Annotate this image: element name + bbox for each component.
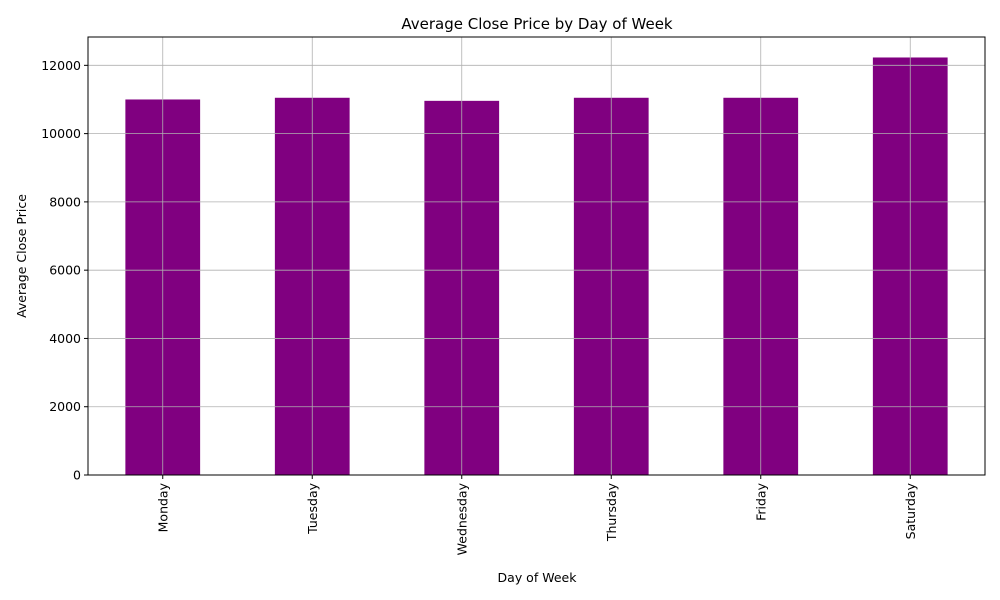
bars <box>125 57 948 476</box>
y-tick-label: 6000 <box>49 263 81 278</box>
y-tick-label: 2000 <box>49 399 81 414</box>
x-axis-label: Day of Week <box>498 570 578 585</box>
y-tick-label: 4000 <box>49 331 81 346</box>
x-tick-label: Tuesday <box>305 482 320 534</box>
grid-lines <box>88 37 985 476</box>
y-axis-ticks: 0 2000 4000 6000 8000 10000 12000 <box>41 58 88 483</box>
chart-title: Average Close Price by Day of Week <box>401 15 673 33</box>
x-tick-label: Saturday <box>903 482 918 539</box>
y-tick-label: 8000 <box>49 194 81 209</box>
x-tick-label: Monday <box>155 482 170 532</box>
y-tick-label: 10000 <box>41 126 81 141</box>
y-tick-label: 12000 <box>41 58 81 73</box>
axes <box>87 36 986 476</box>
x-tick-label: Thursday <box>604 482 619 542</box>
x-tick-label: Friday <box>753 482 768 520</box>
x-axis-ticks: Monday Tuesday Wednesday Thursday Friday Satu… <box>155 475 918 555</box>
x-tick-label: Wednesday <box>454 482 469 555</box>
y-axis-label: Average Close Price <box>14 194 29 318</box>
y-tick-label: 0 <box>73 468 81 483</box>
plot-frame <box>87 36 986 476</box>
